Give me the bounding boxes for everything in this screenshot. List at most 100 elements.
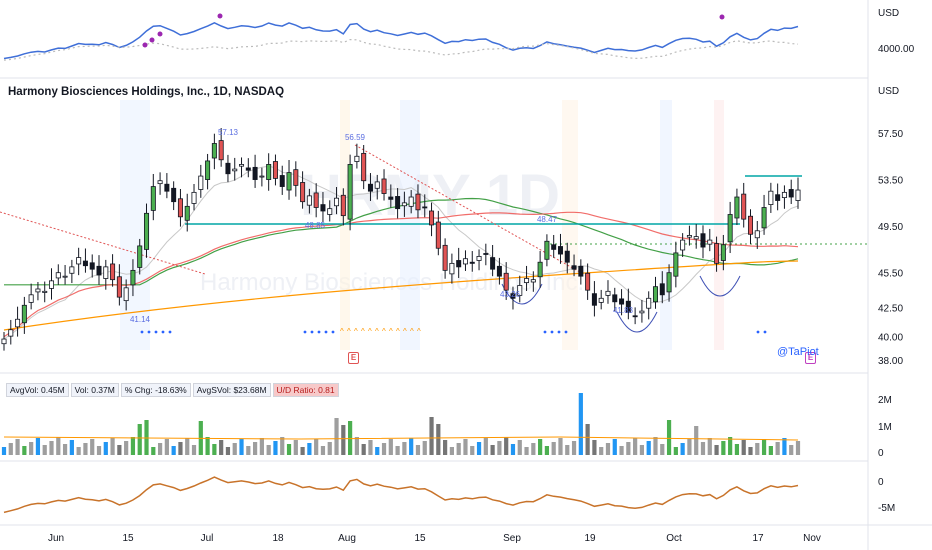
volume-bars [1,393,801,455]
top-axis-currency: USD [878,8,899,19]
candle-body [395,196,401,210]
candle-body [781,191,787,199]
volume-bar [130,437,136,455]
volume-bar [544,446,550,455]
price-annotation: 57.13 [218,128,239,137]
candle-body [517,285,523,296]
highlight-band [562,100,578,350]
volume-bar [205,437,210,455]
candle-body [205,160,211,180]
volume-bar [463,439,468,455]
volume-bar [252,442,258,455]
ad-tick-label: -5M [878,503,895,514]
volume-tick-label: 0 [878,448,884,459]
ma-200-line [3,260,799,331]
volume-bar [605,443,611,455]
candle-body [673,252,679,277]
candle-body [320,204,326,212]
time-tick-label: Sep [503,533,521,544]
volume-bar [755,443,760,455]
price-annotation: 41.14 [130,315,151,324]
candle-body [422,206,428,209]
candle-body [537,261,543,278]
signal-caret: ^ [361,327,365,336]
volume-bar [578,393,583,455]
candle-body [157,180,163,185]
candle-body [686,235,692,238]
volume-bar [157,443,163,455]
volume-bar [137,424,142,455]
earnings-badge[interactable]: E [348,352,359,364]
candle-body [435,221,441,249]
candle-body [252,166,258,180]
volume-bar [56,437,61,455]
trendlines [0,144,868,333]
signal-dot [331,330,335,334]
volume-bar [748,447,753,455]
candle-body [700,233,706,248]
index-line [3,38,799,61]
candle-body [510,293,516,299]
volume-bar [714,445,719,455]
volume-bar [409,438,414,455]
volume-bar [300,447,305,455]
signal-dot [147,330,151,334]
time-tick-label: 17 [752,533,764,544]
candle-body [232,168,238,172]
time-tick-label: Oct [666,533,682,544]
candle-body [551,244,557,250]
candle-body [503,272,509,291]
candle-body [89,262,95,270]
candle-body [347,164,353,220]
candle-body [659,283,665,296]
candle-body [110,263,116,281]
volume-bar [327,442,332,455]
candle-body [666,272,672,293]
price-tick-label: 42.50 [878,304,903,315]
ma-65-line [3,211,799,338]
candle-body [775,194,781,201]
candle-body [564,250,570,263]
earnings-badge-upcoming[interactable]: E [805,352,816,364]
pct-change-stat: % Chg: -18.63% [120,383,191,397]
candle-body [259,175,265,178]
candle-body [768,190,774,205]
volume-bar [734,444,740,455]
candle-body [266,164,272,180]
price-tick-label: 45.50 [878,269,903,280]
volume-average [3,436,799,441]
avg-dollar-volume-stat: AvgSVol: $23.68M [192,383,271,397]
candle-body [191,191,197,204]
volume-bar [110,438,115,455]
volume-bar [90,439,95,455]
volume-bar [531,443,536,455]
price-annotation: 56.59 [345,133,366,142]
volume-bar [232,443,237,455]
candle-body [42,290,48,293]
volume-bar [673,447,678,455]
candle-body [720,244,726,261]
signal-dot [763,330,767,334]
volume-bar [191,445,197,455]
candle-body [408,196,414,207]
volume-stats: AvgVol: 0.45M Vol: 0.37M % Chg: -18.63% … [6,383,339,397]
signal-dot [140,330,144,334]
candle-body [646,297,652,309]
volume-bar [524,447,529,455]
candle-body [137,245,143,268]
volume-bar [219,440,224,455]
candle-body [116,276,122,298]
volume-bar [775,442,780,455]
volume-bar [314,439,319,455]
candle-body [103,266,109,279]
candle-body [727,214,733,243]
candle-body [469,261,475,264]
volume-bar [280,437,285,455]
candle-body [327,208,333,215]
rs-high-dot [149,37,155,43]
highlight-band [340,100,350,350]
volume-bar [707,438,712,455]
highlight-band [660,100,672,350]
candle-body [449,262,455,275]
